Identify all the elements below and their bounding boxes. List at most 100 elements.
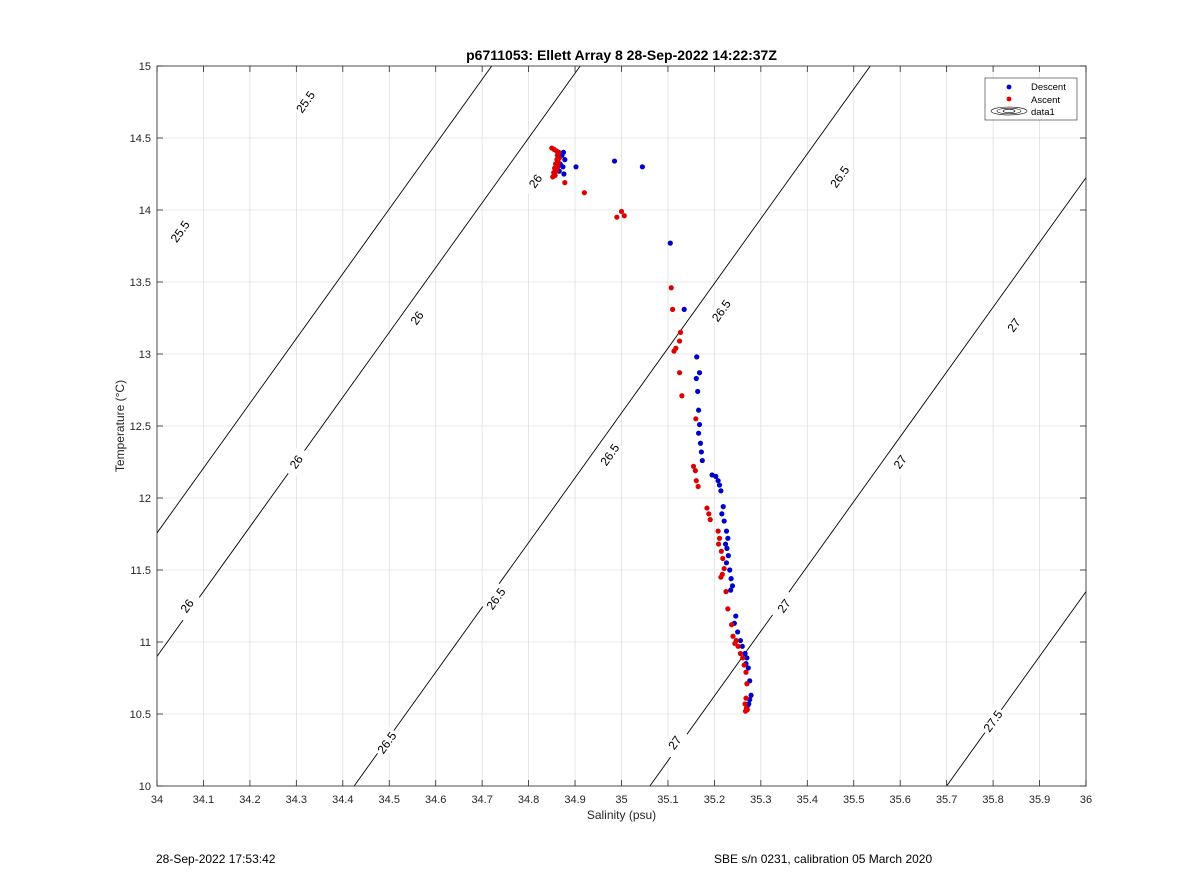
x-tick-label: 34.7 xyxy=(471,794,492,806)
descent-point xyxy=(697,440,704,446)
legend-descent-marker xyxy=(1006,84,1012,90)
ascent-point xyxy=(704,505,710,511)
x-tick-label: 34.6 xyxy=(425,794,446,806)
ascent-point xyxy=(725,606,731,612)
isopycnal-line xyxy=(649,176,1086,786)
isopycnal-label: 26.5 xyxy=(825,160,855,193)
descent-point xyxy=(715,478,721,484)
descent-point xyxy=(724,545,730,552)
grid xyxy=(156,65,1087,787)
descent-point xyxy=(713,473,719,479)
x-tick-label: 35.4 xyxy=(797,794,818,806)
legend-contour-icon xyxy=(990,106,1028,116)
isopycnal-label-bg xyxy=(172,589,202,623)
ascent-point xyxy=(718,574,724,580)
isopycnal-label-bg xyxy=(165,215,195,248)
isopycnal-label-bg xyxy=(402,301,432,335)
ascent-point xyxy=(695,483,701,490)
ascent-point xyxy=(730,633,736,639)
descent-point xyxy=(696,407,702,413)
descent-point xyxy=(745,665,751,671)
isopycnal-label: 25.5 xyxy=(165,215,195,248)
isopycnal-label-bg xyxy=(372,726,402,759)
ascent-point xyxy=(550,174,556,180)
ascent-point xyxy=(715,541,722,547)
descent-point xyxy=(744,655,750,661)
footer-sensor-info: SBE s/n 0231, calibration 05 March 2020 xyxy=(714,852,933,866)
isopycnal-label: 27.5 xyxy=(978,705,1008,738)
axis-ticks: 34 34.1 34.2 34.3 34.4 34.5 34.6 34.7 34.8 34.9 35… xyxy=(130,61,1093,806)
isopycnal-line xyxy=(946,590,1086,786)
y-tick-label: 14.5 xyxy=(130,133,151,145)
ascent-point xyxy=(743,695,749,701)
descent-point xyxy=(667,240,673,246)
ascent-point xyxy=(716,535,723,541)
descent-point xyxy=(693,375,699,382)
x-tick-label: 34.9 xyxy=(564,794,585,806)
isopycnal-label: 26 xyxy=(402,301,432,335)
ascent-point xyxy=(621,213,627,219)
x-tick-label: 34.4 xyxy=(332,794,353,806)
descent-point xyxy=(737,637,744,644)
x-tick-label: 35.5 xyxy=(843,794,864,806)
descent-point xyxy=(696,430,702,436)
isopycnal-label: 26.5 xyxy=(481,582,511,615)
ascent-point xyxy=(718,548,724,554)
x-tick-label: 35.2 xyxy=(704,794,725,806)
isopycnal-label: 26 xyxy=(520,165,551,198)
y-tick-label: 13 xyxy=(139,349,151,361)
isopycnal-label-bg xyxy=(769,589,799,623)
isopycnal-label: 26 xyxy=(281,445,312,479)
descent-point xyxy=(716,482,723,488)
descent-point xyxy=(720,504,726,510)
descent-point xyxy=(681,306,687,312)
isopycnal-contours xyxy=(157,66,1086,786)
ascent-point xyxy=(562,180,568,186)
legend-ascent-label: Ascent xyxy=(1031,95,1060,106)
x-tick-label: 35.6 xyxy=(889,794,910,806)
x-tick-label: 35.3 xyxy=(750,794,771,806)
ascent-point xyxy=(744,681,750,687)
ascent-point xyxy=(720,555,726,562)
ascent-point xyxy=(693,416,699,422)
isopycnal-label: 25.5 xyxy=(290,85,321,119)
y-tick-label: 11 xyxy=(140,637,151,649)
isopycnal-line xyxy=(157,66,493,534)
y-tick-label: 13.5 xyxy=(130,277,151,289)
y-axis-label: Temperature (°C) xyxy=(113,380,127,472)
descent-point xyxy=(742,650,748,657)
ascent-point xyxy=(679,393,685,399)
isopycnal-label-bg xyxy=(481,582,511,615)
isopycnal-label-bg xyxy=(520,165,551,198)
isopycnal-label-bg xyxy=(281,445,312,479)
legend-ascent-marker xyxy=(1006,96,1012,102)
descent-point xyxy=(639,164,646,170)
y-tick-label: 12 xyxy=(139,493,151,505)
ascent-point xyxy=(669,306,676,312)
descent-point xyxy=(739,643,745,649)
descent-point xyxy=(560,164,566,170)
ascent-point xyxy=(735,643,741,649)
data-points xyxy=(549,145,754,714)
footer-timestamp: 28-Sep-2022 17:53:42 xyxy=(156,852,276,866)
legend: Descent Ascent data1 xyxy=(984,77,1078,121)
x-tick-label: 34.2 xyxy=(239,794,260,806)
ascent-point xyxy=(677,329,684,335)
x-tick-label: 34.3 xyxy=(286,794,307,806)
legend-descent-label: Descent xyxy=(1031,82,1066,93)
x-tick-label: 35 xyxy=(615,794,627,806)
isopycnal-label: 26.5 xyxy=(706,294,737,327)
ascent-point xyxy=(668,285,674,291)
isopycnal-label: 26 xyxy=(172,589,202,623)
isopycnal-labels: 25.525.52626262626.526.526.526.526.52727… xyxy=(165,85,1029,759)
isopycnal-line xyxy=(157,66,581,658)
isopycnal-label-bg xyxy=(595,438,625,471)
legend-contour-ring xyxy=(996,107,1022,115)
isopycnal-label-bg xyxy=(290,85,321,119)
ascent-point xyxy=(690,463,697,469)
ascent-point xyxy=(618,208,625,215)
descent-point xyxy=(728,587,734,593)
legend-contour-ring xyxy=(1002,109,1016,113)
ascent-point xyxy=(741,662,747,668)
ascent-point xyxy=(692,468,698,474)
